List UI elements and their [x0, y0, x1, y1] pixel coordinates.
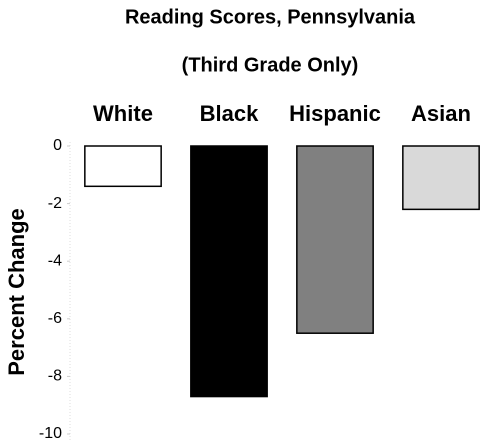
chart-title: Reading Scores, Pennsylvania: [125, 6, 416, 28]
category-label: Asian: [411, 101, 471, 126]
bar: [296, 145, 374, 334]
category-label: Black: [200, 101, 259, 126]
bar: [190, 145, 268, 398]
category-label: Hispanic: [289, 101, 381, 126]
bar: [402, 145, 480, 211]
y-tick-label: 0: [53, 137, 62, 154]
y-tick-label: -8: [48, 368, 62, 385]
bar: [84, 145, 162, 188]
chart-subtitle: (Third Grade Only): [182, 54, 359, 76]
y-tick-label: -4: [48, 252, 62, 269]
y-tick-label: -10: [39, 425, 62, 442]
y-tick-label: -2: [48, 195, 62, 212]
y-tick-label: -6: [48, 310, 62, 327]
y-axis-label: Percent Change: [4, 208, 29, 376]
category-label: White: [93, 101, 153, 126]
